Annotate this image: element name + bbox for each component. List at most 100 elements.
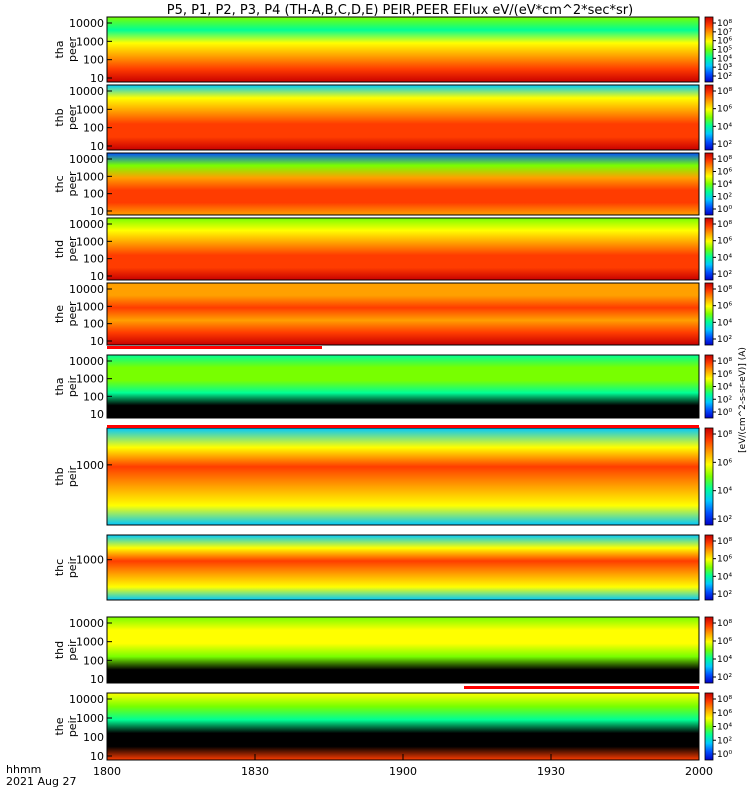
plot-frame [106, 16, 700, 83]
panel-thc-peir: 1000 thc peir 10⁸ 10⁶ 10⁴ 10² [53, 534, 732, 601]
colorbar-unit-label: [eV/(cm^2-s-sr-eV)] (A) [738, 347, 748, 453]
panel-probe-label: the [53, 305, 66, 323]
colorbar-tick-label: 10⁶ [717, 370, 732, 380]
colorbar-tick-label: 10⁸ [717, 19, 732, 29]
spectrogram-image [107, 535, 699, 600]
spectrogram-image [107, 617, 699, 683]
time-axis-label: hhmm [6, 763, 41, 776]
colorbar [704, 534, 714, 601]
y-tick-label: 1000 [76, 636, 104, 649]
colorbar [704, 616, 714, 684]
colorbar-tick-label: 10⁸ [717, 155, 732, 165]
y-tick-label: 1000 [76, 35, 104, 48]
y-tick-label: 100 [83, 654, 104, 667]
colorbar-tick-label: 10⁵ [717, 46, 732, 56]
y-tick-label: 1000 [76, 459, 104, 472]
x-tick-label: 1930 [537, 765, 565, 778]
colorbar-tick-label: 10⁶ [717, 237, 732, 247]
panel-instrument-label: peer [66, 236, 79, 262]
y-tick-label: 10 [90, 335, 104, 348]
panel-thb-peir: 1000 thb peir 10⁸ 10⁶ 10⁴ 10² [53, 427, 732, 526]
y-tick-label: 10000 [69, 17, 104, 30]
x-tick-label: 1900 [389, 765, 417, 778]
colorbar [704, 282, 714, 346]
y-tick-label: 10 [90, 72, 104, 85]
panel-tha-peer: 10000 1000 100 10 tha peer 10⁸10⁷10⁶10⁵10⁴10³1… [53, 16, 732, 85]
panel-probe-label: the [53, 717, 66, 735]
y-tick-label: 10 [90, 750, 104, 763]
colorbar-tick-label: 10⁴ [717, 122, 732, 132]
y-tick-label: 100 [83, 253, 104, 266]
panel-thc-peer: 10000 1000 100 10 thc peer 10⁸ 10⁶ 10⁴ 10² 10⁰ [53, 152, 732, 218]
colorbar-tick-label: 10⁴ [717, 655, 732, 665]
panel-probe-label: thd [53, 641, 66, 659]
panel-probe-label: thb [53, 108, 66, 126]
colorbar-tick-label: 10² [717, 515, 732, 525]
colorbar-tick-label: 10⁸ [717, 537, 732, 547]
y-tick-label: 10000 [69, 283, 104, 296]
y-tick-label: 10 [90, 205, 104, 218]
y-tick-label: 10 [90, 673, 104, 686]
y-tick-label: 10 [90, 270, 104, 283]
y-tick-label: 10000 [69, 153, 104, 166]
plot-frame [106, 217, 700, 281]
colorbar-tick-label: 10² [717, 72, 732, 82]
y-tick-label: 10000 [69, 355, 104, 368]
colorbar-tick-label: 10⁶ [717, 168, 732, 178]
panel-the-peir: 10000 1000 100 10 the peir 10⁸ 10⁶ 10⁴ 10² 10⁰ [53, 692, 732, 763]
colorbar [704, 427, 714, 526]
plot-frame [106, 534, 700, 601]
time-axis: 1800 1830 1900 1930 2000 [93, 754, 713, 778]
colorbar-tick-label: 10⁴ [717, 572, 732, 582]
colorbar-tick-label: 10² [717, 590, 732, 600]
colorbar-tick-label: 10² [717, 736, 732, 746]
colorbar-tick-label: 10² [717, 140, 732, 150]
y-tick-label: 1000 [76, 170, 104, 183]
panel-probe-label: tha [53, 377, 66, 395]
y-tick-label: 100 [83, 390, 104, 403]
panel-instrument-label: peir [66, 639, 79, 661]
colorbar-tick-label: 10⁴ [717, 487, 732, 497]
colorbar-tick-label: 10⁶ [717, 105, 732, 115]
y-tick-label: 10000 [69, 617, 104, 630]
panel-the-peer: 10000 1000 100 10 the peer 10⁸ 10⁶ 10⁴ 10² [53, 282, 732, 348]
panel-probe-label: tha [53, 40, 66, 58]
colorbar-tick-label: 10⁴ [717, 253, 732, 263]
colorbar [704, 16, 714, 83]
quality-flag-bar [464, 686, 699, 689]
colorbar-tick-label: 10⁶ [717, 637, 732, 647]
y-tick-label: 100 [83, 188, 104, 201]
time-axis-date: 2021 Aug 27 [6, 775, 76, 788]
y-tick-label: 1000 [76, 712, 104, 725]
panel-instrument-label: peer [66, 171, 79, 197]
colorbar-tick-label: 10⁰ [717, 408, 732, 418]
colorbar-tick-label: 10² [717, 335, 732, 345]
panel-tha-peir: 10000 1000 100 10 tha peir 10⁸ 10⁶ 10⁴ 10² 10⁰ [53, 354, 732, 421]
panel-thd-peer: 10000 1000 100 10 thd peer 10⁸ 10⁶ 10⁴ 10² [53, 217, 732, 283]
spectrogram-image [107, 355, 699, 418]
y-tick-label: 1000 [76, 373, 104, 386]
panel-probe-label: thd [53, 240, 66, 258]
plot-frame [106, 354, 700, 419]
colorbar-tick-label: 10⁸ [717, 220, 732, 230]
panel-instrument-label: peir [66, 375, 79, 397]
y-tick-label: 10 [90, 408, 104, 421]
spectrogram-image [107, 17, 699, 82]
panel-instrument-label: peer [66, 301, 79, 327]
spectrogram-image [107, 85, 699, 150]
colorbar-tick-label: 10⁶ [717, 37, 732, 47]
y-tick-label: 10 [90, 140, 104, 153]
colorbar-tick-label: 10⁴ [717, 383, 732, 393]
spectrogram-image [107, 428, 699, 525]
colorbar-tick-label: 10⁴ [717, 723, 732, 733]
panel-probe-label: thb [53, 467, 66, 485]
spectrogram-image [107, 153, 699, 215]
colorbar-tick-label: 10⁶ [717, 458, 732, 468]
colorbar-tick-label: 10⁸ [717, 619, 732, 629]
panel-instrument-label: peir [66, 465, 79, 487]
plot-frame [106, 616, 700, 684]
y-tick-label: 1000 [76, 554, 104, 567]
panel-instrument-label: peer [66, 105, 79, 131]
